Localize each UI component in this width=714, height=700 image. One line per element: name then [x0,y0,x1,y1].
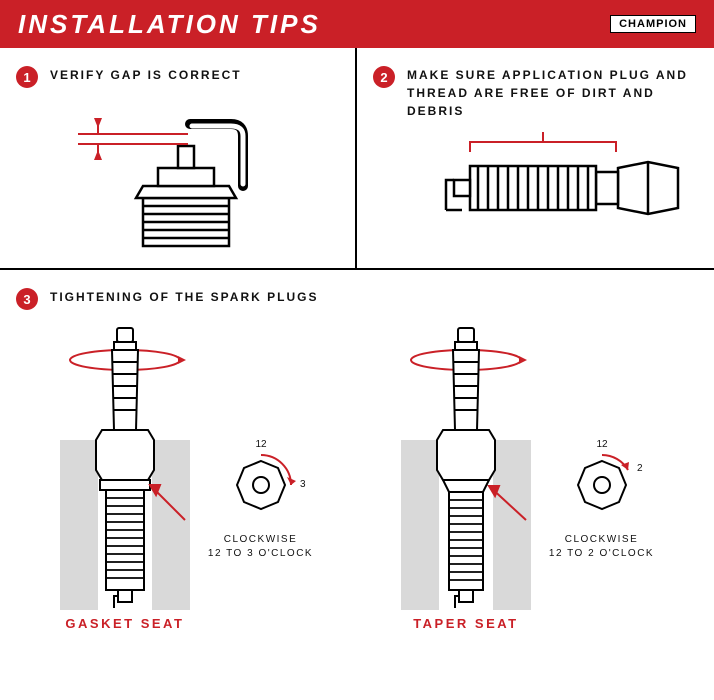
gasket-seat-label: GASKET SEAT [65,616,184,631]
header-bar: INSTALLATION TIPS CHAMPION [0,0,714,48]
right-dial-l1: CLOCKWISE [565,534,639,545]
thread-diagram-svg [386,130,686,260]
left-dial-label: CLOCKWISE 12 TO 3 O'CLOCK [208,533,313,561]
brand-badge: CHAMPION [610,15,696,33]
right-dial-svg: 12 2 [557,437,647,527]
dial-2: 2 [637,463,643,474]
brand-text: CHAMPION [619,18,687,30]
right-dial-label: CLOCKWISE 12 TO 2 O'CLOCK [549,533,654,561]
step-1-text: VERIFY GAP IS CORRECT [50,66,242,84]
left-dial-svg: 12 3 [216,437,306,527]
left-dial-l2: 12 TO 3 O'CLOCK [208,548,313,559]
step-1-cell: 1 VERIFY GAP IS CORRECT [0,48,357,268]
top-row: 1 VERIFY GAP IS CORRECT [0,48,714,270]
step-2-header: 2 MAKE SURE APPLICATION PLUG AND THREAD … [373,66,698,120]
right-dial-group: 12 2 CLOCKWISE 12 TO 2 O'CLOCK [549,437,654,561]
dial-12: 12 [255,439,267,450]
step-2-illustration [373,130,698,260]
step-3-header: 3 TIGHTENING OF THE SPARK PLUGS [16,288,698,310]
step-1-badge: 1 [16,66,38,88]
step-3-section: 3 TIGHTENING OF THE SPARK PLUGS [0,270,714,639]
page-title: INSTALLATION TIPS [18,9,321,40]
taper-seat-label: TAPER SEAT [413,616,518,631]
step-2-badge: 2 [373,66,395,88]
right-dial-l2: 12 TO 2 O'CLOCK [549,548,654,559]
left-dial-l1: CLOCKWISE [224,534,298,545]
left-dial-group: 12 3 CLOCKWISE 12 TO 3 O'CLOCK [208,437,313,561]
dial-12-r: 12 [596,439,608,450]
plugs-row: GASKET SEAT 12 3 CLOCKWISE 12 TO 3 O'CLO… [16,320,698,631]
dial-3: 3 [300,479,306,490]
step-3-badge: 3 [16,288,38,310]
step-2-text: MAKE SURE APPLICATION PLUG AND THREAD AR… [407,66,698,120]
step-1-header: 1 VERIFY GAP IS CORRECT [16,66,339,88]
taper-plug-svg [401,320,531,610]
gasket-plug-svg [60,320,190,610]
step-1-illustration [16,98,339,248]
step-3-text: TIGHTENING OF THE SPARK PLUGS [50,288,318,306]
gap-diagram-svg [48,98,308,248]
taper-seat-group: TAPER SEAT 12 2 CLOCKWISE 12 TO 2 O'CLOC… [401,320,654,631]
step-2-cell: 2 MAKE SURE APPLICATION PLUG AND THREAD … [357,48,714,268]
gasket-seat-group: GASKET SEAT 12 3 CLOCKWISE 12 TO 3 O'CLO… [60,320,313,631]
